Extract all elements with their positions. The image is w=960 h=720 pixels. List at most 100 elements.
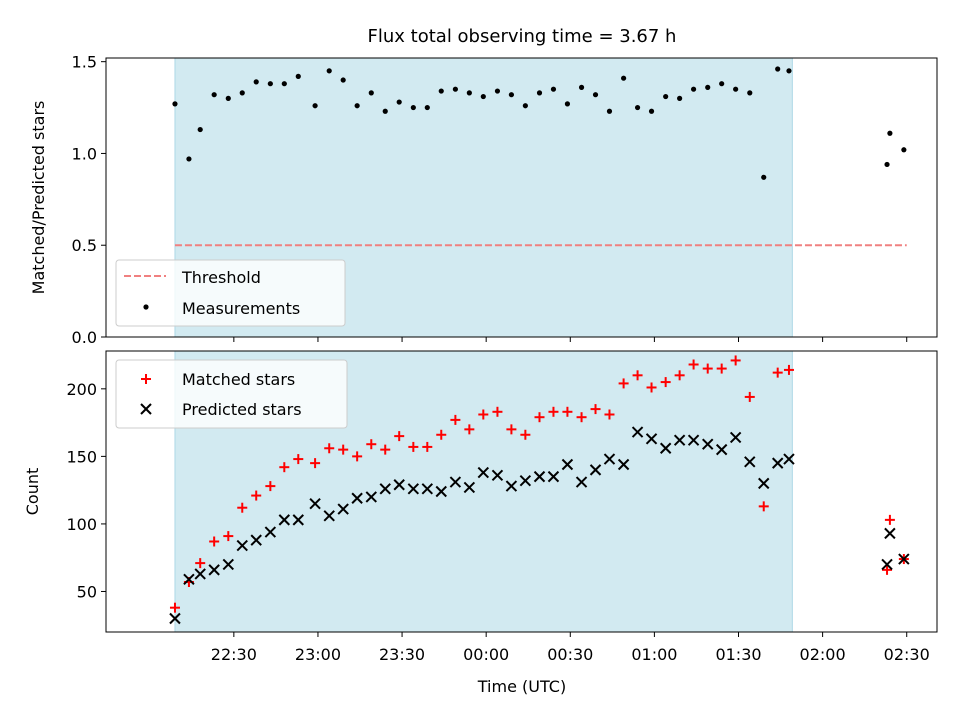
matched-star-point	[772, 367, 783, 378]
measurement-point	[186, 156, 192, 162]
predicted-star-point	[407, 483, 420, 495]
matched-star-point	[209, 536, 220, 547]
measurement-point	[340, 77, 346, 83]
predicted-star-point	[491, 469, 504, 481]
measurement-point	[312, 103, 318, 109]
matched-star-point	[279, 462, 290, 473]
predicted-star-point-b	[351, 492, 363, 504]
predicted-star-point-b	[898, 553, 910, 565]
predicted-star-point	[758, 477, 770, 490]
predicted-legend-label: Predicted stars	[182, 400, 302, 419]
predicted-star-point	[505, 480, 518, 492]
measurement-point	[508, 92, 515, 98]
predicted-star-point-b	[505, 480, 518, 492]
measurement-point	[775, 66, 781, 72]
ratio-panel: 0.0 0.5 1.0 1.5 Matched/Predicted stars Thr…	[29, 53, 938, 347]
measurement-point	[733, 86, 739, 92]
matched-star-point	[464, 424, 475, 435]
predicted-star-point-b	[449, 476, 462, 488]
measurement-point	[410, 104, 416, 111]
predicted-star-point-b	[208, 564, 220, 576]
ratio-legend: Threshold Measurements	[115, 259, 346, 327]
predicted-star-point	[519, 474, 532, 487]
top-ytick-label: 1.5	[72, 53, 97, 72]
predicted-star-point-b	[236, 539, 248, 552]
matched-star-point	[380, 444, 391, 455]
x-axis-label: Time (UTC)	[477, 677, 566, 696]
matched-star-point	[632, 370, 643, 381]
predicted-star-point	[783, 453, 795, 465]
predicted-star-point-b	[702, 438, 714, 450]
xtick-label: 23:30	[379, 645, 425, 664]
predicted-star-point-b	[491, 469, 504, 481]
predicted-star-point	[715, 443, 728, 456]
measurement-point	[211, 92, 217, 98]
measurement-point	[466, 90, 472, 96]
measurement-point	[550, 86, 557, 92]
matched-star-point	[450, 414, 461, 425]
measurement-point	[253, 79, 259, 85]
predicted-star-point	[421, 483, 434, 495]
matched-star-point	[744, 391, 755, 402]
predicted-star-point	[278, 514, 291, 526]
predicted-star-point	[884, 527, 896, 540]
predicted-star-point-b	[687, 434, 700, 446]
count-data-layer	[169, 355, 910, 625]
measurement-point	[396, 99, 402, 105]
predicted-star-point	[533, 470, 546, 483]
count-y-axis-label: Count	[23, 468, 42, 516]
measurement-point	[480, 93, 486, 100]
matched-star-point	[716, 363, 727, 374]
predicted-star-point	[729, 431, 742, 444]
measurement-point	[225, 95, 231, 101]
matched-star-point	[265, 481, 276, 492]
xtick-label: 23:00	[295, 645, 341, 664]
bot-ytick-label: 100	[66, 515, 97, 534]
predicted-star-point-b	[264, 526, 277, 538]
predicted-star-point-b	[729, 431, 742, 444]
ratio-plot-frame	[105, 57, 938, 338]
predicted-star-point-b	[744, 456, 756, 468]
predicted-star-point	[589, 464, 602, 476]
measurements-legend-swatch	[143, 304, 149, 310]
measurement-point	[884, 161, 890, 168]
measurement-point	[354, 103, 360, 109]
measurement-point	[564, 101, 571, 107]
count-legend: Matched stars Predicted stars	[115, 359, 348, 429]
measurement-point	[719, 81, 725, 87]
xtick-label: 02:30	[884, 645, 930, 664]
measurement-point	[382, 108, 388, 114]
predicted-star-point	[547, 470, 560, 483]
measurement-point	[786, 68, 792, 74]
ratio-y-axis-label: Matched/Predicted stars	[29, 101, 48, 295]
predicted-star-point	[236, 539, 248, 552]
matched-star-point	[237, 502, 248, 513]
predicted-star-point	[771, 457, 784, 469]
predicted-star-point-b	[547, 470, 560, 483]
threshold-legend-label: Threshold	[181, 268, 261, 287]
predicted-star-point	[575, 476, 588, 488]
matched-star-point	[223, 531, 234, 542]
predicted-star-point	[645, 433, 658, 445]
measurement-point	[326, 68, 332, 74]
matched-star-point	[576, 412, 587, 423]
matched-star-point	[195, 558, 206, 569]
ratio-x-ticks	[233, 337, 908, 342]
matched-star-point	[422, 441, 433, 452]
bot-ytick-label: 200	[66, 380, 97, 399]
measurement-point	[690, 86, 697, 92]
bot-ytick-label: 150	[66, 447, 97, 466]
predicted-star-point-b	[379, 483, 391, 495]
measurement-point	[621, 75, 627, 81]
measurement-point	[452, 86, 458, 92]
matched-star-point	[436, 429, 447, 440]
matched-star-point	[548, 406, 559, 417]
predicted-star-point-b	[292, 514, 304, 526]
predicted-star-point	[435, 485, 447, 498]
measurement-point	[424, 104, 430, 111]
predicted-star-point-b	[365, 491, 377, 503]
top-ytick-label: 0.5	[72, 236, 97, 255]
predicted-star-point	[744, 456, 756, 468]
matched-legend-marker	[141, 374, 151, 384]
